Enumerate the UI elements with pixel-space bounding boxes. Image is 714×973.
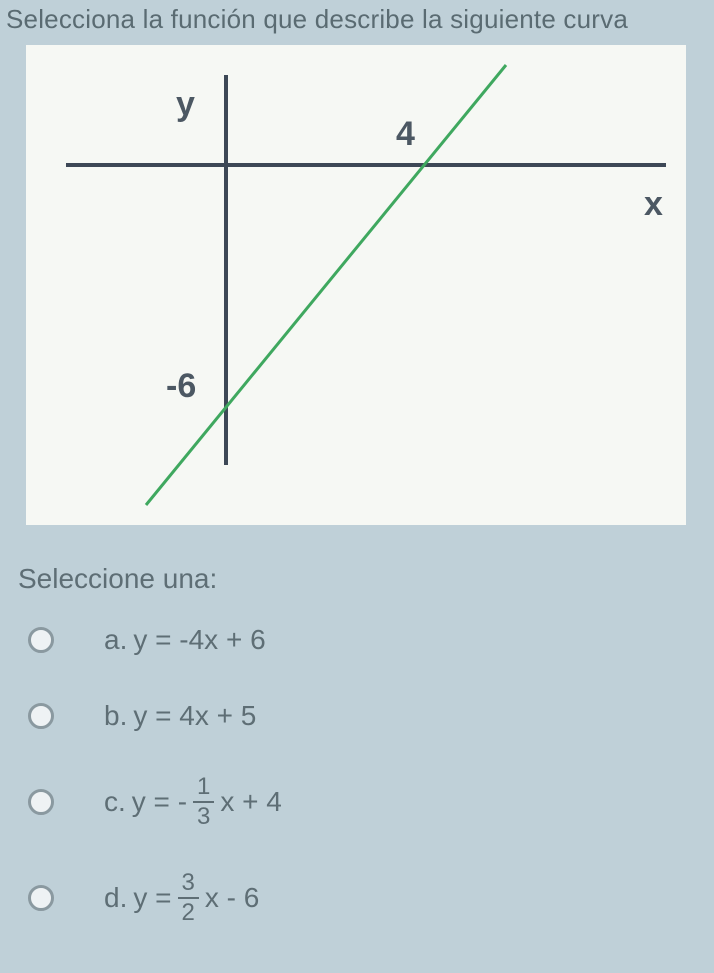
option-a-label: a. y = -4x + 6 xyxy=(104,624,266,656)
graph-svg: y x 4 -6 xyxy=(26,45,686,525)
option-letter: a. xyxy=(104,624,127,656)
expr-suffix: x + 4 xyxy=(220,786,281,818)
radio-icon[interactable] xyxy=(28,703,54,729)
x-intercept-label: 4 xyxy=(396,115,415,153)
radio-icon[interactable] xyxy=(28,885,54,911)
option-a[interactable]: a. y = -4x + 6 xyxy=(28,615,714,665)
option-letter: c. xyxy=(104,786,126,818)
expr-prefix: y = - xyxy=(132,786,187,818)
curve-line xyxy=(146,65,506,505)
fraction-num: 3 xyxy=(178,871,199,899)
question-text: Selecciona la función que describe la si… xyxy=(0,0,714,45)
fraction-num: 1 xyxy=(193,775,214,803)
graph-panel: y x 4 -6 xyxy=(26,45,686,525)
option-d-label: d. y = 3 2 x - 6 xyxy=(104,871,259,925)
y-intercept-label: -6 xyxy=(166,367,196,405)
option-letter: b. xyxy=(104,700,127,732)
options-group: a. y = -4x + 6 b. y = 4x + 5 c. y = - 1 … xyxy=(28,615,714,933)
option-b[interactable]: b. y = 4x + 5 xyxy=(28,691,714,741)
option-c[interactable]: c. y = - 1 3 x + 4 xyxy=(28,767,714,837)
option-b-label: b. y = 4x + 5 xyxy=(104,700,256,732)
prompt-text: Seleccione una: xyxy=(18,563,714,595)
fraction-den: 2 xyxy=(178,899,199,925)
radio-icon[interactable] xyxy=(28,789,54,815)
fraction: 1 3 xyxy=(193,775,214,829)
expr-prefix: y = xyxy=(133,882,171,914)
option-d[interactable]: d. y = 3 2 x - 6 xyxy=(28,863,714,933)
y-axis-label: y xyxy=(176,85,195,123)
fraction: 3 2 xyxy=(178,871,199,925)
option-letter: d. xyxy=(104,882,127,914)
option-expression: y = - 1 3 x + 4 xyxy=(132,775,282,829)
x-axis-label: x xyxy=(644,185,663,223)
option-c-label: c. y = - 1 3 x + 4 xyxy=(104,775,282,829)
expr-suffix: x - 6 xyxy=(205,882,259,914)
radio-icon[interactable] xyxy=(28,627,54,653)
option-expression: y = 3 2 x - 6 xyxy=(133,871,259,925)
option-expression: y = 4x + 5 xyxy=(133,700,256,732)
option-expression: y = -4x + 6 xyxy=(133,624,265,656)
fraction-den: 3 xyxy=(193,803,214,829)
